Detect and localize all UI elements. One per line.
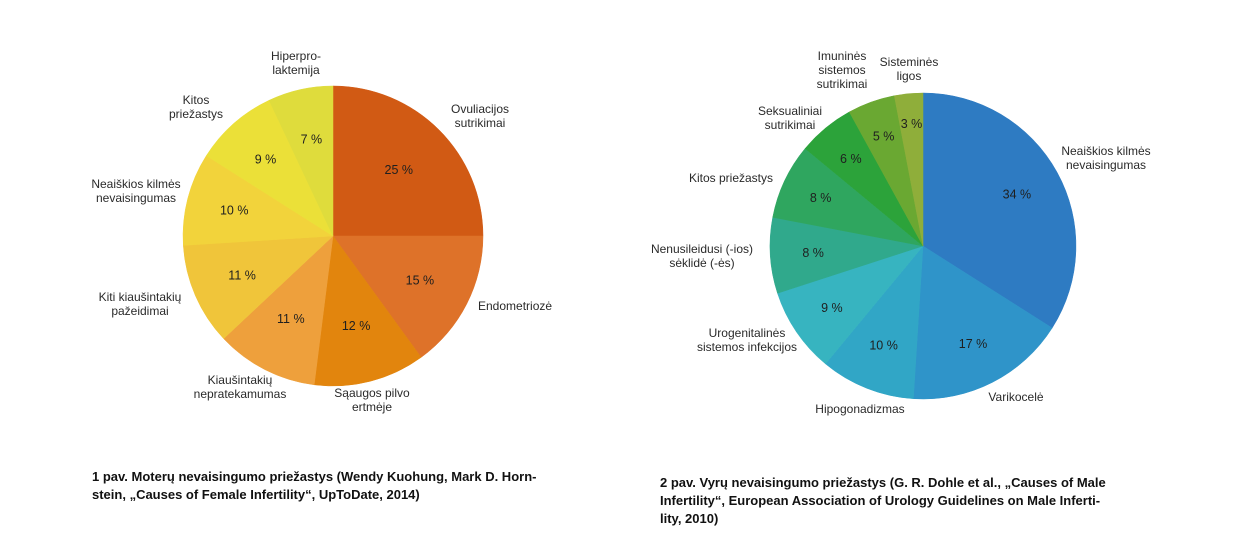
slice-category-label: Kiti kiaušintakių pažeidimai xyxy=(99,290,182,318)
slice-value-label: 10 % xyxy=(869,339,898,353)
slice-value-label: 25 % xyxy=(385,163,414,177)
pie-slice xyxy=(182,155,334,246)
slice-value-label: 9 % xyxy=(821,301,843,315)
slice-value-label: 10 % xyxy=(220,204,249,218)
pie-slice xyxy=(777,245,924,365)
pie-slice xyxy=(922,92,1077,329)
slice-value-label: 11 % xyxy=(277,312,305,326)
pie-chart-2: 34 % Neaiškios kilmės nevaisingumas 17 % Var… xyxy=(651,49,1151,416)
pie-slice xyxy=(332,235,484,358)
slice-category-label: Kitos priežastys xyxy=(169,93,223,121)
figure-1-caption: 1 pav. Moterų nevaisingumo priežastys (W… xyxy=(92,469,537,502)
slice-value-label: 15 % xyxy=(406,273,435,287)
slice-value-label: 6 % xyxy=(840,152,862,166)
pie-slice xyxy=(913,245,1053,400)
slice-category-label: Endometriozė xyxy=(478,299,552,313)
slice-value-label: 8 % xyxy=(802,246,824,260)
figure-2-caption: 2 pav. Vyrų nevaisingumo priežastys (G. … xyxy=(660,475,1106,526)
slice-value-label: 11 % xyxy=(228,268,256,282)
slice-value-label: 12 % xyxy=(342,319,371,333)
slice-category-label: Varikocelė xyxy=(988,390,1043,404)
slice-category-label: Imuninės sistemos sutrikimai xyxy=(817,49,868,91)
pie-slice xyxy=(268,85,334,237)
slice-value-label: 3 % xyxy=(901,117,923,131)
pie-slice xyxy=(206,99,334,237)
pie-slice xyxy=(894,92,924,247)
slice-category-label: Sąaugos pilvo ertmėje xyxy=(334,386,410,414)
slice-category-label: Sisteminės ligos xyxy=(880,55,939,83)
pie-slice xyxy=(223,235,334,386)
pie-slice xyxy=(825,245,924,399)
slice-category-label: Seksualiniai sutrikimai xyxy=(758,104,822,132)
slice-category-label: Ovuliacijos sutrikimai xyxy=(451,102,509,130)
slice-value-label: 34 % xyxy=(1003,187,1032,201)
slice-category-label: Kitos priežastys xyxy=(689,171,773,185)
slice-value-label: 7 % xyxy=(301,132,323,146)
pie-chart-1: 25 % Ovuliacijos sutrikimai 15 % Endometrioz… xyxy=(91,49,552,414)
pie-slice xyxy=(183,235,334,340)
pie-slice xyxy=(313,235,422,387)
slice-category-label: Neaiškios kilmės nevaisingumas xyxy=(91,177,180,205)
slice-category-label: Hiperpro-laktemija xyxy=(271,49,321,77)
slice-category-label: Neaiškios kilmės nevaisingumas xyxy=(1061,144,1150,172)
pie-slice xyxy=(332,85,484,237)
slice-category-label: Nenusileidusi (-ios) sėklidė (-ės) xyxy=(651,242,753,270)
slice-category-label: Hipogonadizmas xyxy=(815,402,904,416)
slice-category-label: Urogenitalinės sistemos infekcijos xyxy=(697,326,797,354)
slice-value-label: 8 % xyxy=(810,191,832,205)
slice-value-label: 5 % xyxy=(873,130,895,144)
slice-value-label: 9 % xyxy=(255,153,277,167)
slice-category-label: Kiaušintakių nepratekamumas xyxy=(194,373,287,401)
slice-value-label: 17 % xyxy=(959,337,988,351)
